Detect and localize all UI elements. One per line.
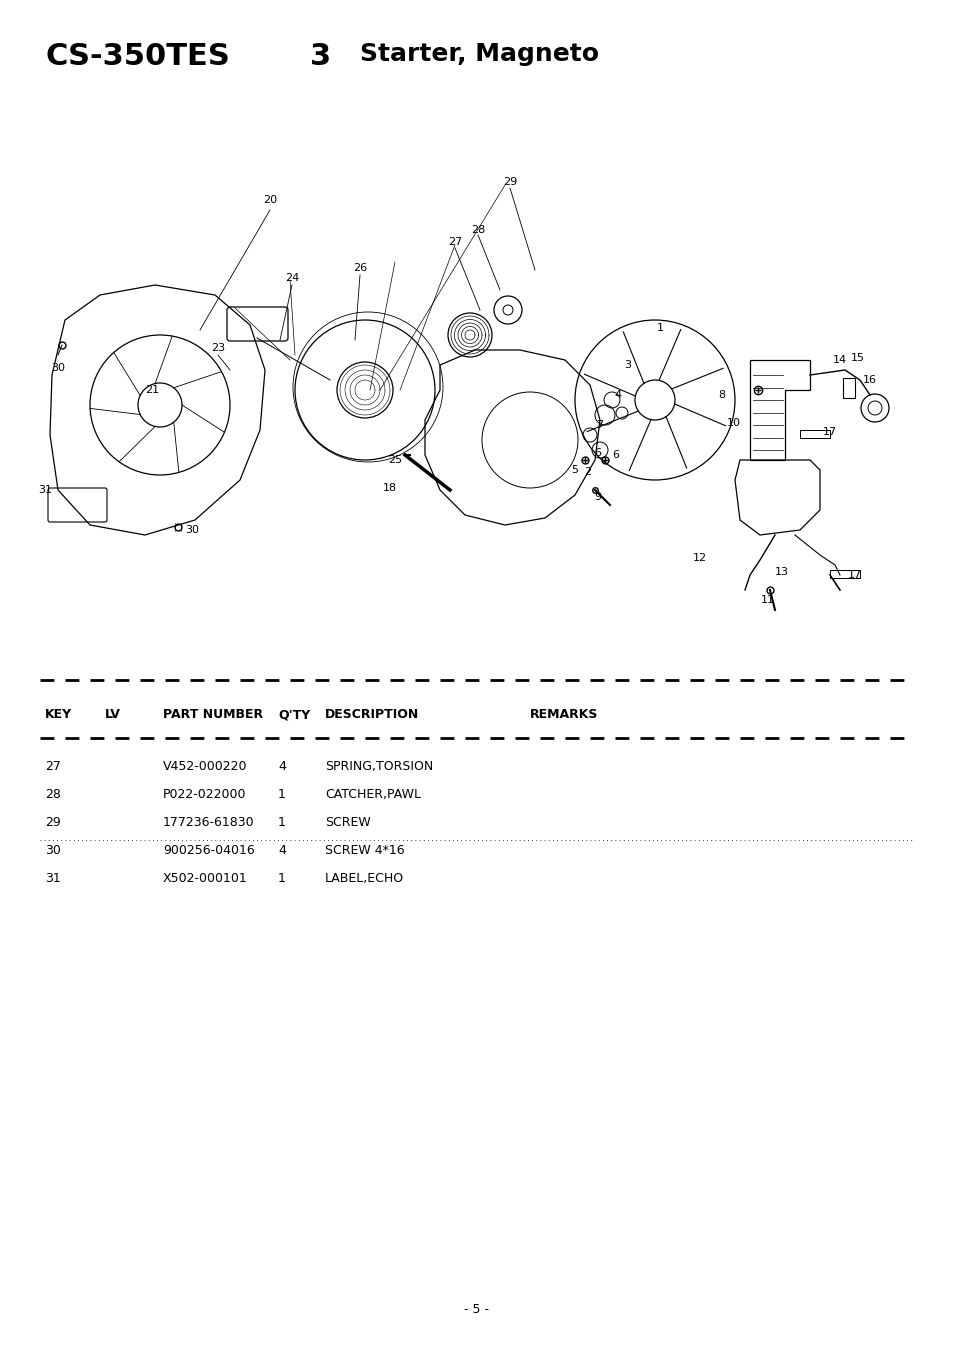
Text: 16: 16 — [862, 376, 876, 385]
Text: 30: 30 — [45, 844, 61, 857]
Text: 3: 3 — [624, 359, 631, 370]
Text: 17: 17 — [847, 570, 862, 580]
Text: 4: 4 — [277, 761, 286, 773]
Text: KEY: KEY — [45, 708, 72, 721]
Text: 4: 4 — [277, 844, 286, 857]
Text: 12: 12 — [692, 553, 706, 563]
Text: 177236-61830: 177236-61830 — [163, 816, 254, 830]
Text: 27: 27 — [45, 761, 61, 773]
Text: 14: 14 — [832, 355, 846, 365]
Text: P022-022000: P022-022000 — [163, 788, 246, 801]
Text: 31: 31 — [38, 485, 52, 494]
Text: 31: 31 — [45, 871, 61, 885]
Text: 30: 30 — [51, 363, 65, 373]
Text: 28: 28 — [471, 226, 485, 235]
Text: 4: 4 — [614, 390, 621, 400]
Text: DESCRIPTION: DESCRIPTION — [325, 708, 418, 721]
Text: CATCHER,PAWL: CATCHER,PAWL — [325, 788, 420, 801]
Text: 3: 3 — [310, 42, 331, 72]
Text: 1: 1 — [277, 871, 286, 885]
Text: 6: 6 — [612, 450, 618, 459]
Text: LV: LV — [105, 708, 121, 721]
Text: 6: 6 — [594, 449, 601, 458]
Text: 8: 8 — [718, 390, 725, 400]
Text: 30: 30 — [185, 526, 199, 535]
Text: 17: 17 — [822, 427, 836, 436]
Text: 9: 9 — [594, 492, 601, 503]
Text: 25: 25 — [388, 455, 401, 465]
Text: 1: 1 — [656, 323, 662, 332]
Text: 29: 29 — [45, 816, 61, 830]
Text: 21: 21 — [145, 385, 159, 394]
Text: 1: 1 — [277, 788, 286, 801]
Text: 1: 1 — [277, 816, 286, 830]
Text: 5: 5 — [571, 465, 578, 476]
Text: 7: 7 — [596, 420, 603, 430]
Text: 900256-04016: 900256-04016 — [163, 844, 254, 857]
Text: Starter, Magneto: Starter, Magneto — [359, 42, 598, 66]
Text: 29: 29 — [502, 177, 517, 186]
Text: 18: 18 — [382, 484, 396, 493]
Bar — [842, 378, 854, 399]
Text: 27: 27 — [447, 236, 461, 247]
Text: 26: 26 — [353, 263, 367, 273]
Text: 24: 24 — [285, 273, 299, 282]
Text: X502-000101: X502-000101 — [163, 871, 248, 885]
Text: REMARKS: REMARKS — [530, 708, 598, 721]
Bar — [829, 570, 859, 578]
Text: 10: 10 — [726, 417, 740, 428]
Text: SPRING,TORSION: SPRING,TORSION — [325, 761, 433, 773]
Text: PART NUMBER: PART NUMBER — [163, 708, 263, 721]
Text: SCREW 4*16: SCREW 4*16 — [325, 844, 404, 857]
Text: V452-000220: V452-000220 — [163, 761, 247, 773]
Text: 20: 20 — [263, 195, 276, 205]
Text: SCREW: SCREW — [325, 816, 371, 830]
Text: 15: 15 — [850, 353, 864, 363]
Bar — [800, 430, 829, 438]
Text: Q'TY: Q'TY — [277, 708, 310, 721]
Text: CS-350TES: CS-350TES — [45, 42, 230, 72]
Text: 13: 13 — [774, 567, 788, 577]
Text: LABEL,ECHO: LABEL,ECHO — [325, 871, 404, 885]
Text: 23: 23 — [211, 343, 225, 353]
Text: 2: 2 — [584, 467, 591, 477]
Text: - 5 -: - 5 - — [464, 1302, 489, 1316]
Text: 11: 11 — [760, 594, 774, 605]
Text: 28: 28 — [45, 788, 61, 801]
